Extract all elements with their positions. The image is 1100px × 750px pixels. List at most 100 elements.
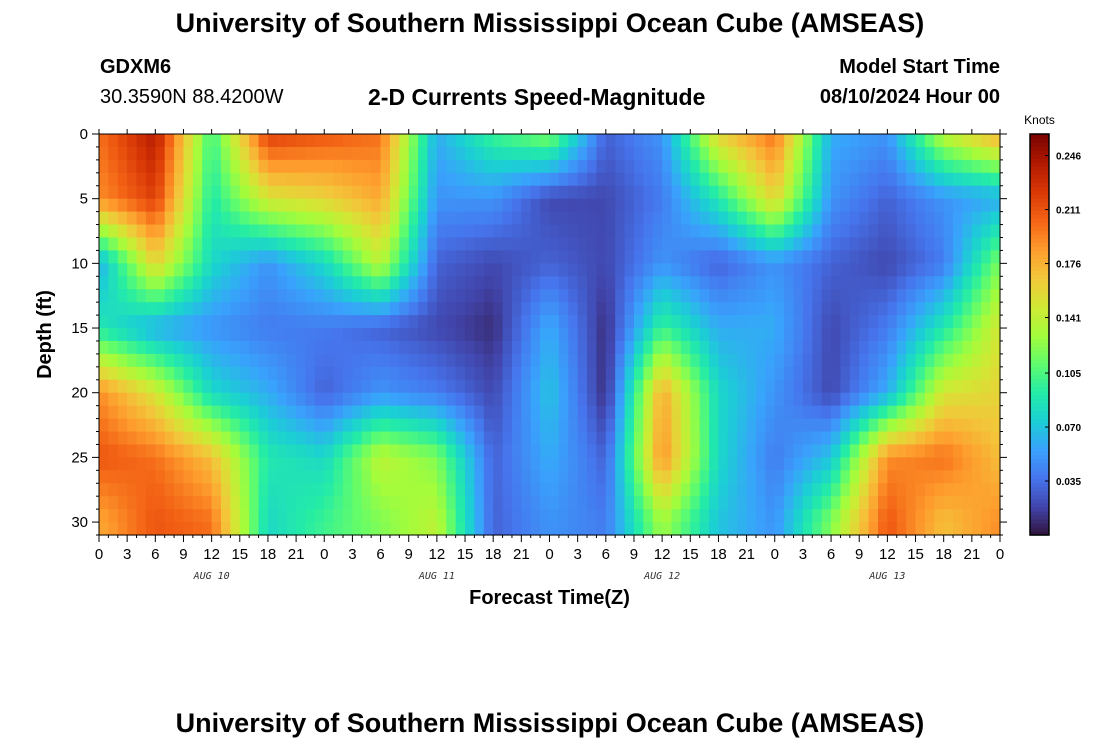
heatmap-cell bbox=[605, 366, 616, 381]
date-label: AUG 12 bbox=[643, 571, 680, 582]
heatmap-cell bbox=[990, 250, 1001, 264]
heatmap-cell bbox=[821, 276, 832, 290]
colorbar-segment bbox=[1030, 434, 1049, 440]
heatmap-cell bbox=[793, 444, 804, 458]
heatmap-cell bbox=[258, 250, 269, 264]
colorbar-tick-label: 0.141 bbox=[1056, 314, 1081, 325]
heatmap-cell bbox=[277, 431, 288, 446]
heatmap-cell bbox=[934, 289, 945, 303]
heatmap-cell bbox=[314, 496, 325, 510]
heatmap-cell bbox=[587, 134, 598, 148]
x-tick-label: 15 bbox=[907, 546, 924, 563]
heatmap-cell bbox=[380, 470, 391, 484]
heatmap-cell bbox=[718, 366, 729, 381]
heatmap-cell bbox=[549, 509, 560, 523]
heatmap-cell bbox=[267, 392, 278, 407]
x-tick-label: 6 bbox=[151, 546, 159, 563]
heatmap-cell bbox=[267, 315, 278, 329]
heatmap-cell bbox=[596, 198, 607, 213]
heatmap-cell bbox=[868, 185, 879, 200]
heatmap-cell bbox=[530, 328, 541, 342]
heatmap-cell bbox=[324, 366, 335, 381]
heatmap-cell bbox=[671, 522, 682, 536]
heatmap-cell bbox=[521, 496, 532, 510]
heatmap-cell bbox=[812, 289, 823, 303]
heatmap-cell bbox=[155, 470, 166, 484]
heatmap-cell bbox=[887, 340, 898, 355]
heatmap-cell bbox=[155, 431, 166, 446]
heatmap-cell bbox=[558, 250, 569, 264]
heatmap-cell bbox=[699, 172, 710, 187]
heatmap-cell bbox=[962, 315, 973, 329]
heatmap-cell bbox=[361, 444, 372, 458]
heatmap-cell bbox=[962, 263, 973, 277]
heatmap-cell bbox=[981, 185, 992, 200]
heatmap-cell bbox=[868, 211, 879, 226]
heatmap-cell bbox=[436, 457, 447, 471]
heatmap-cell bbox=[896, 198, 907, 213]
heatmap-cell bbox=[709, 302, 720, 316]
heatmap-cell bbox=[493, 418, 504, 433]
heatmap-cell bbox=[286, 496, 297, 510]
heatmap-cell bbox=[990, 302, 1001, 316]
heatmap-cell bbox=[924, 146, 935, 161]
heatmap-cell bbox=[427, 418, 438, 433]
heatmap-cell bbox=[568, 172, 579, 187]
heatmap-cell bbox=[333, 289, 344, 303]
heatmap-cell bbox=[174, 211, 185, 226]
heatmap-cell bbox=[540, 172, 551, 187]
heatmap-cell bbox=[465, 379, 476, 394]
heatmap-cell bbox=[258, 405, 269, 420]
heatmap-cell bbox=[887, 483, 898, 497]
heatmap-cell bbox=[324, 146, 335, 161]
heatmap-cell bbox=[934, 315, 945, 329]
heatmap-cell bbox=[286, 522, 297, 536]
heatmap-cell bbox=[915, 211, 926, 226]
heatmap-cell bbox=[389, 392, 400, 407]
heatmap-cell bbox=[465, 172, 476, 187]
heatmap-cell bbox=[877, 185, 888, 200]
heatmap-cell bbox=[652, 289, 663, 303]
heatmap-cell bbox=[530, 470, 541, 484]
heatmap-cell bbox=[493, 237, 504, 252]
heatmap-cell bbox=[436, 237, 447, 252]
heatmap-cell bbox=[361, 185, 372, 200]
heatmap-cell bbox=[699, 302, 710, 316]
heatmap-cell bbox=[868, 340, 879, 355]
heatmap-cell bbox=[389, 172, 400, 187]
heatmap-cell bbox=[549, 302, 560, 316]
heatmap-cell bbox=[709, 353, 720, 368]
heatmap-cell bbox=[136, 159, 147, 174]
heatmap-cell bbox=[633, 134, 644, 148]
heatmap-cell bbox=[643, 444, 654, 458]
heatmap-cell bbox=[174, 509, 185, 523]
heatmap-cell bbox=[737, 340, 748, 355]
heatmap-cell bbox=[849, 159, 860, 174]
heatmap-cell bbox=[511, 379, 522, 394]
heatmap-cell bbox=[662, 340, 673, 355]
heatmap-cell bbox=[239, 496, 250, 510]
heatmap-cell bbox=[709, 289, 720, 303]
heatmap-cell bbox=[981, 328, 992, 342]
heatmap-cell bbox=[840, 146, 851, 161]
heatmap-cell bbox=[511, 340, 522, 355]
heatmap-cell bbox=[174, 470, 185, 484]
heatmap-cell bbox=[174, 392, 185, 407]
heatmap-cell bbox=[690, 302, 701, 316]
heatmap-cell bbox=[502, 418, 513, 433]
colorbar-segment bbox=[1030, 254, 1049, 259]
heatmap-cell bbox=[568, 470, 579, 484]
heatmap-cell bbox=[868, 159, 879, 174]
heatmap-cell bbox=[540, 315, 551, 329]
heatmap-cell bbox=[709, 237, 720, 252]
heatmap-cell bbox=[446, 159, 457, 174]
heatmap-cell bbox=[145, 418, 156, 433]
colorbar-segment bbox=[1030, 238, 1049, 243]
heatmap-cell bbox=[343, 159, 354, 174]
heatmap-cell bbox=[540, 379, 551, 394]
heatmap-cell bbox=[671, 211, 682, 226]
heatmap-cell bbox=[267, 431, 278, 446]
heatmap-cell bbox=[746, 315, 757, 329]
heatmap-cell bbox=[793, 483, 804, 497]
heatmap-cell bbox=[831, 276, 842, 290]
